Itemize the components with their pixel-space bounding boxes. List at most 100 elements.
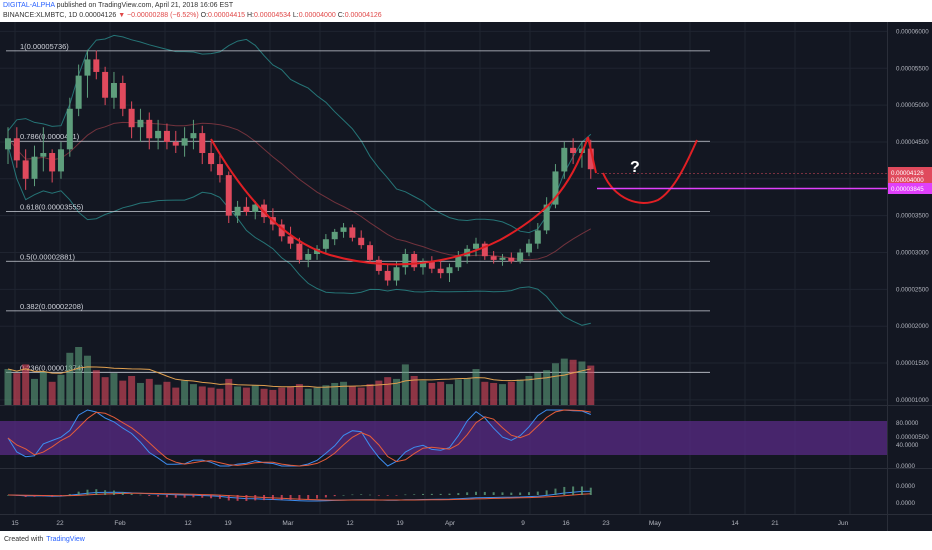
candle-body-21	[190, 133, 197, 139]
time-tick-14: 21	[771, 520, 779, 527]
symbol-name[interactable]: BINANCE:XLMBTC, 1D	[3, 12, 78, 19]
volume-bar-47	[419, 380, 427, 405]
fib-label-0: 1(0.00005736)	[20, 42, 69, 51]
macd-hist-31	[280, 495, 283, 500]
macd-hist-7	[68, 494, 71, 495]
candle-body-55	[490, 256, 497, 260]
volume-bar-19	[172, 387, 180, 405]
candle-body-38	[340, 227, 347, 232]
volume-bar-63	[560, 358, 568, 405]
time-axis: 15 22 Feb 12 19 Mar 12 19 Apr 9 16 23 May 14 21 Jun	[11, 520, 848, 527]
candle-body-50	[446, 267, 453, 274]
macd-hist-11	[104, 490, 107, 495]
candle-body-3	[31, 156, 38, 179]
candle-body-25	[225, 175, 232, 216]
created-with-text: Created with	[4, 536, 44, 543]
macd-hist-17	[157, 495, 160, 497]
pane-separators	[0, 22, 932, 531]
open-label: O:	[200, 12, 209, 19]
macd-hist-29	[263, 495, 266, 501]
candle-body-14	[128, 108, 135, 128]
time-tick-15: Jun	[838, 520, 849, 527]
time-tick-5: Mar	[282, 520, 294, 527]
chart-footer: Created with TradingView	[0, 531, 932, 550]
macd-hist-6	[59, 495, 62, 497]
macd-hist-48	[430, 493, 433, 495]
fib-label-5: 0.236(0.00001374)	[20, 363, 84, 372]
macd-hist-41	[369, 494, 372, 496]
macd-hist-39	[351, 494, 354, 496]
candle-body-10	[93, 59, 100, 72]
candle-body-4	[40, 153, 47, 157]
time-tick-10: 16	[562, 520, 570, 527]
candle-body-24	[216, 164, 223, 176]
price-tick-10: 0.00001000	[896, 397, 929, 404]
last-price-badge-text: 0.00004126	[891, 170, 924, 177]
candle-body-20	[181, 138, 188, 146]
fib-label-2: 0.618(0.00003555)	[20, 203, 84, 212]
macd-hist-9	[86, 489, 89, 495]
volume-bar-54	[481, 381, 489, 405]
price-tick-4: 0.00004500	[896, 139, 929, 146]
candle-body-6	[57, 149, 64, 172]
macd-hist-61	[545, 490, 548, 495]
macd-hist-52	[466, 492, 469, 495]
macd-hist-53	[474, 491, 477, 495]
stoch-band	[0, 421, 887, 455]
macd-hist-63	[563, 486, 566, 495]
macd-hist-55	[492, 492, 495, 495]
volume-bar-45	[401, 364, 409, 405]
candle-body-1	[13, 138, 20, 161]
volume-bar-51	[454, 379, 462, 405]
publisher-link[interactable]: DIGITAL-ALPHA	[3, 2, 55, 9]
last-price-sub-text: 0.00004000	[891, 177, 924, 184]
price-tick-8: 0.00002000	[896, 323, 929, 330]
volume-bar-31	[278, 387, 286, 405]
candle-body-59	[525, 243, 532, 253]
time-tick-4: 19	[224, 520, 232, 527]
volume-bar-52	[463, 378, 471, 405]
volume-bar-28	[251, 385, 259, 405]
volume-bar-16	[145, 378, 153, 405]
volume-bar-4	[39, 371, 47, 405]
volume-bar-3	[30, 378, 38, 405]
handle-drop	[587, 136, 597, 174]
volume-bar-41	[366, 384, 374, 405]
candle-body-49	[437, 268, 444, 274]
candle-body-23	[208, 153, 215, 165]
macd-hist-22	[201, 495, 204, 498]
price-chart[interactable]: 1(0.00005736) 0.786(0.0000451) 0.618(0.000…	[0, 22, 932, 531]
macd-hist-56	[501, 492, 504, 495]
candle-body-44	[393, 267, 400, 281]
candle-body-16	[146, 119, 153, 139]
volume-bar-42	[375, 380, 383, 405]
macd-hist-51	[457, 493, 460, 495]
macd-hist-26	[236, 495, 239, 501]
candle-body-5	[49, 153, 56, 172]
fib-label-3: 0.5(0.00002881)	[20, 252, 76, 261]
candle-body-48	[428, 261, 435, 269]
macd-hist-65	[580, 486, 583, 495]
candle-body-32	[287, 236, 294, 244]
low-label: L:	[292, 12, 299, 19]
candle-body-34	[305, 253, 312, 260]
candle-body-26	[234, 206, 241, 216]
candle-body-31	[278, 224, 285, 237]
macd-hist-30	[271, 495, 274, 500]
macd-hist-24	[218, 495, 221, 499]
macd-hist-0	[7, 495, 9, 496]
candle-body-51	[455, 256, 462, 268]
volume-bar-29	[260, 388, 268, 405]
candle-body-43	[384, 270, 391, 281]
volume-bar-12	[110, 373, 118, 405]
candle-body-60	[534, 230, 541, 244]
volume-bar-5	[48, 381, 56, 405]
tradingview-link[interactable]: TradingView	[46, 536, 85, 543]
high-value: 0.00004534	[253, 12, 291, 19]
candle-body-0	[5, 138, 11, 150]
candle-body-35	[314, 248, 321, 254]
volume-bar-11	[101, 377, 109, 405]
candle-body-58	[517, 252, 524, 262]
high-label: H:	[246, 12, 254, 19]
volume-bar-2	[22, 364, 30, 405]
